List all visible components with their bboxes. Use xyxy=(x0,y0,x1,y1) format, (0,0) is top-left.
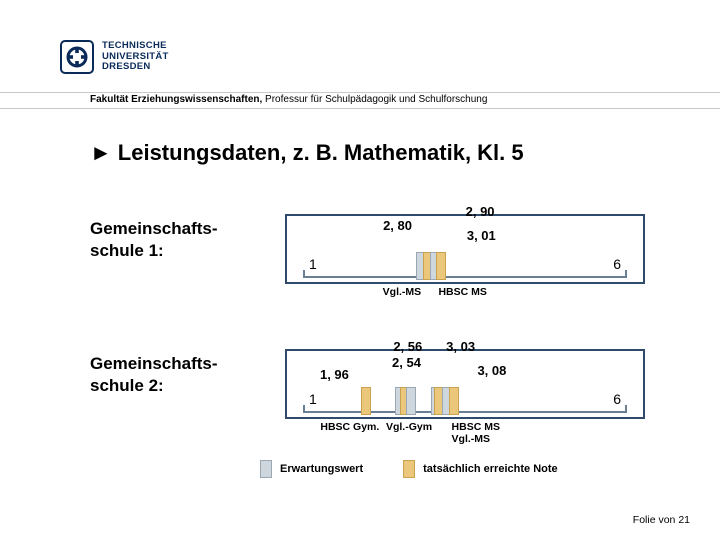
chart2-sublabel: HBSC Gym. xyxy=(320,421,379,433)
chart1-label: Gemeinschafts- schule 1: xyxy=(90,218,218,262)
legend-expect: Erwartungswert xyxy=(260,460,363,478)
chart2-value-label: 1, 96 xyxy=(320,367,349,382)
tud-logo: TECHNISCHE UNIVERSITÄT DRESDEN xyxy=(60,40,169,74)
chart2-bar xyxy=(406,387,416,415)
legend-expect-swatch xyxy=(260,460,272,478)
footer-text: Folie von 21 xyxy=(633,514,690,526)
chart2-track xyxy=(303,391,627,421)
slide-footer: Folie von 21 xyxy=(633,514,690,526)
chart2-label: Gemeinschafts- schule 2: xyxy=(90,353,218,397)
chart2-frame: 1 6 xyxy=(285,349,645,419)
slide: TECHNISCHE UNIVERSITÄT DRESDEN Fakultät … xyxy=(0,0,720,540)
legend-actual-swatch xyxy=(403,460,415,478)
heading-text: Leistungsdaten, z. B. Mathematik, Kl. 5 xyxy=(118,140,524,165)
legend-actual: tatsächlich erreichte Note xyxy=(403,460,558,478)
legend: Erwartungswert tatsächlich erreichte Not… xyxy=(260,460,558,478)
chart2-sublabel: HBSC MS xyxy=(452,421,500,433)
chart1-label-b: schule 1: xyxy=(90,241,164,260)
chart1-value-label: 2, 80 xyxy=(383,218,412,233)
chart2-bar xyxy=(449,387,459,415)
chart1-value-label: 2, 90 xyxy=(466,204,495,219)
header-divider xyxy=(0,92,720,93)
chart2-label-b: schule 2: xyxy=(90,376,164,395)
logo-line-3: DRESDEN xyxy=(102,62,169,72)
legend-expect-label: Erwartungswert xyxy=(280,463,363,475)
faculty-line: Fakultät Erziehungswissenschaften, Profe… xyxy=(90,94,487,105)
chart1-sublabel: HBSC MS xyxy=(438,286,486,298)
chart2-bar xyxy=(361,387,371,415)
chart2-value-label: 3, 03 xyxy=(446,339,475,354)
chart1-frame: 1 6 xyxy=(285,214,645,284)
chart2-label-a: Gemeinschafts- xyxy=(90,354,218,373)
chart1-label-a: Gemeinschafts- xyxy=(90,219,218,238)
faculty-rest: Professur für Schulpädagogik und Schulfo… xyxy=(262,94,487,105)
chart1-bar xyxy=(436,252,446,280)
chart2-value-label: 3, 08 xyxy=(477,363,506,378)
chart1-track xyxy=(303,256,627,286)
tud-logo-mark xyxy=(60,40,94,74)
chart2-sublabel: Vgl.-MS xyxy=(452,433,491,445)
chart1-sublabel: Vgl.-MS xyxy=(383,286,422,298)
chart2-value-label: 2, 56 xyxy=(393,339,422,354)
tud-logo-text: TECHNISCHE UNIVERSITÄT DRESDEN xyxy=(102,41,169,72)
header-divider-2 xyxy=(0,108,720,109)
heading-arrow-icon: ► xyxy=(90,140,112,165)
slide-heading: ►Leistungsdaten, z. B. Mathematik, Kl. 5 xyxy=(90,140,524,166)
chart1-value-label: 3, 01 xyxy=(467,228,496,243)
chart2-value-label: 2, 54 xyxy=(392,355,421,370)
faculty-bold: Fakultät Erziehungswissenschaften, xyxy=(90,94,262,105)
chart2-sublabel: Vgl.-Gym xyxy=(386,421,432,433)
legend-actual-label: tatsächlich erreichte Note xyxy=(423,463,558,475)
